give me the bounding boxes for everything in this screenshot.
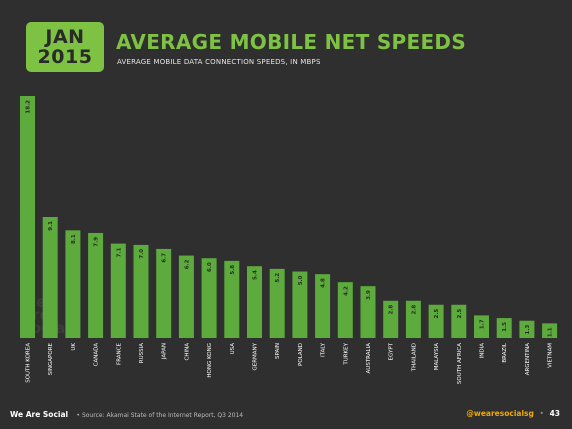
bar-value-label: 18.2	[26, 100, 32, 114]
x-tick-label: MALAYSIA	[434, 343, 440, 371]
bar-value-label: 1.3	[525, 325, 531, 335]
x-tick-label: ARGENTINA	[525, 343, 531, 376]
bar-value-label: 8.1	[71, 234, 77, 244]
bar-value-label: 7.9	[94, 237, 100, 247]
date-badge: JAN 2015	[26, 22, 104, 72]
footer-source: We Are Social • Source: Akamai State of …	[10, 410, 243, 419]
bar	[315, 274, 331, 338]
x-tick-label: VIETNAM	[548, 343, 554, 368]
bar	[519, 320, 535, 338]
bar	[247, 266, 262, 338]
bar-value-label: 3.9	[366, 290, 372, 300]
bar	[110, 243, 126, 338]
bar	[496, 318, 512, 338]
footer-separator: •	[539, 409, 544, 418]
bar-value-label: 7.1	[116, 247, 122, 257]
x-tick-label: TURKEY	[343, 342, 349, 365]
x-tick-label: CANADA	[94, 343, 100, 367]
bar	[156, 248, 172, 338]
x-tick-label: BRAZIL	[502, 342, 508, 363]
bar-value-label: 5.4	[253, 270, 259, 280]
x-tick-label: POLAND	[298, 343, 304, 366]
bar	[405, 300, 421, 338]
bar-value-label: 2.5	[434, 309, 440, 319]
bar-value-label: 9.1	[48, 221, 54, 231]
x-tick-label: GERMANY	[253, 342, 259, 370]
x-tick-label: RUSSIA	[139, 343, 145, 363]
footer-source-text: • Source: Akamai State of the Internet R…	[76, 412, 244, 419]
bar	[292, 271, 308, 338]
x-tick-label: EGYPT	[389, 342, 395, 360]
footer-handle: @wearesocialsg • 43	[466, 409, 560, 418]
bar	[133, 244, 149, 338]
x-tick-label: SPAIN	[275, 343, 281, 359]
bar	[269, 268, 285, 338]
bar-value-label: 2.8	[389, 305, 395, 315]
bar	[337, 282, 353, 338]
date-year: 2015	[37, 46, 93, 68]
date-month: JAN	[45, 26, 85, 48]
bar	[65, 230, 81, 338]
x-tick-label: THAILAND	[411, 343, 417, 372]
bar	[360, 286, 376, 338]
x-tick-label: CHINA	[184, 343, 190, 361]
twitter-handle: @wearesocialsg	[466, 409, 534, 418]
bar-value-label: 6.7	[162, 253, 168, 263]
x-tick-label: AUSTRALIA	[366, 343, 372, 374]
bar	[542, 323, 558, 338]
bar	[224, 260, 240, 338]
bar-value-label: 4.2	[343, 286, 349, 296]
bar	[42, 217, 58, 338]
bar-value-label: 5.2	[275, 273, 281, 283]
x-tick-label: USA	[230, 343, 236, 355]
bar	[88, 232, 104, 338]
bar-value-label: 6.0	[207, 262, 213, 272]
x-tick-label: HONG KONG	[207, 343, 213, 378]
x-tick-label: JAPAN	[162, 343, 168, 360]
x-tick-label: UK	[71, 343, 77, 351]
footer-brand: We Are Social	[10, 410, 69, 419]
x-tick-label: FRANCE	[116, 342, 122, 364]
x-tick-label: ITALY	[321, 342, 327, 357]
bar	[428, 304, 444, 338]
bar-value-label: 5.0	[298, 275, 304, 285]
x-tick-label: SOUTH KOREA	[26, 343, 32, 383]
bar-value-label: 7.0	[139, 249, 145, 259]
bar-value-label: 4.8	[321, 278, 327, 288]
bar-value-label: 1.5	[502, 322, 508, 332]
bar	[451, 304, 467, 338]
bar	[178, 255, 194, 338]
bar	[201, 258, 217, 338]
bar	[474, 315, 489, 338]
page-number: 43	[549, 409, 560, 418]
bar	[383, 300, 399, 338]
page-subtitle: AVERAGE MOBILE DATA CONNECTION SPEEDS, I…	[117, 58, 321, 66]
bar-value-label: 2.5	[457, 309, 463, 319]
bar-value-label: 1.7	[480, 319, 486, 329]
bar-value-label: 5.8	[230, 265, 236, 275]
x-tick-label: SOUTH AFRICA	[457, 343, 463, 384]
x-tick-label: SINGAPORE	[48, 342, 54, 375]
x-tick-label: INDIA	[480, 343, 486, 359]
bar-value-label: 1.1	[548, 327, 554, 337]
page-title: AVERAGE MOBILE NET SPEEDS	[116, 30, 467, 54]
bar-value-label: 2.8	[411, 305, 417, 315]
bar-chart: 18.2 SOUTH KOREA 9.1 SINGAPORE 8.1 UK 7.9 CANAD…	[20, 96, 558, 384]
bar	[20, 96, 35, 338]
bar-value-label: 6.2	[184, 259, 190, 269]
